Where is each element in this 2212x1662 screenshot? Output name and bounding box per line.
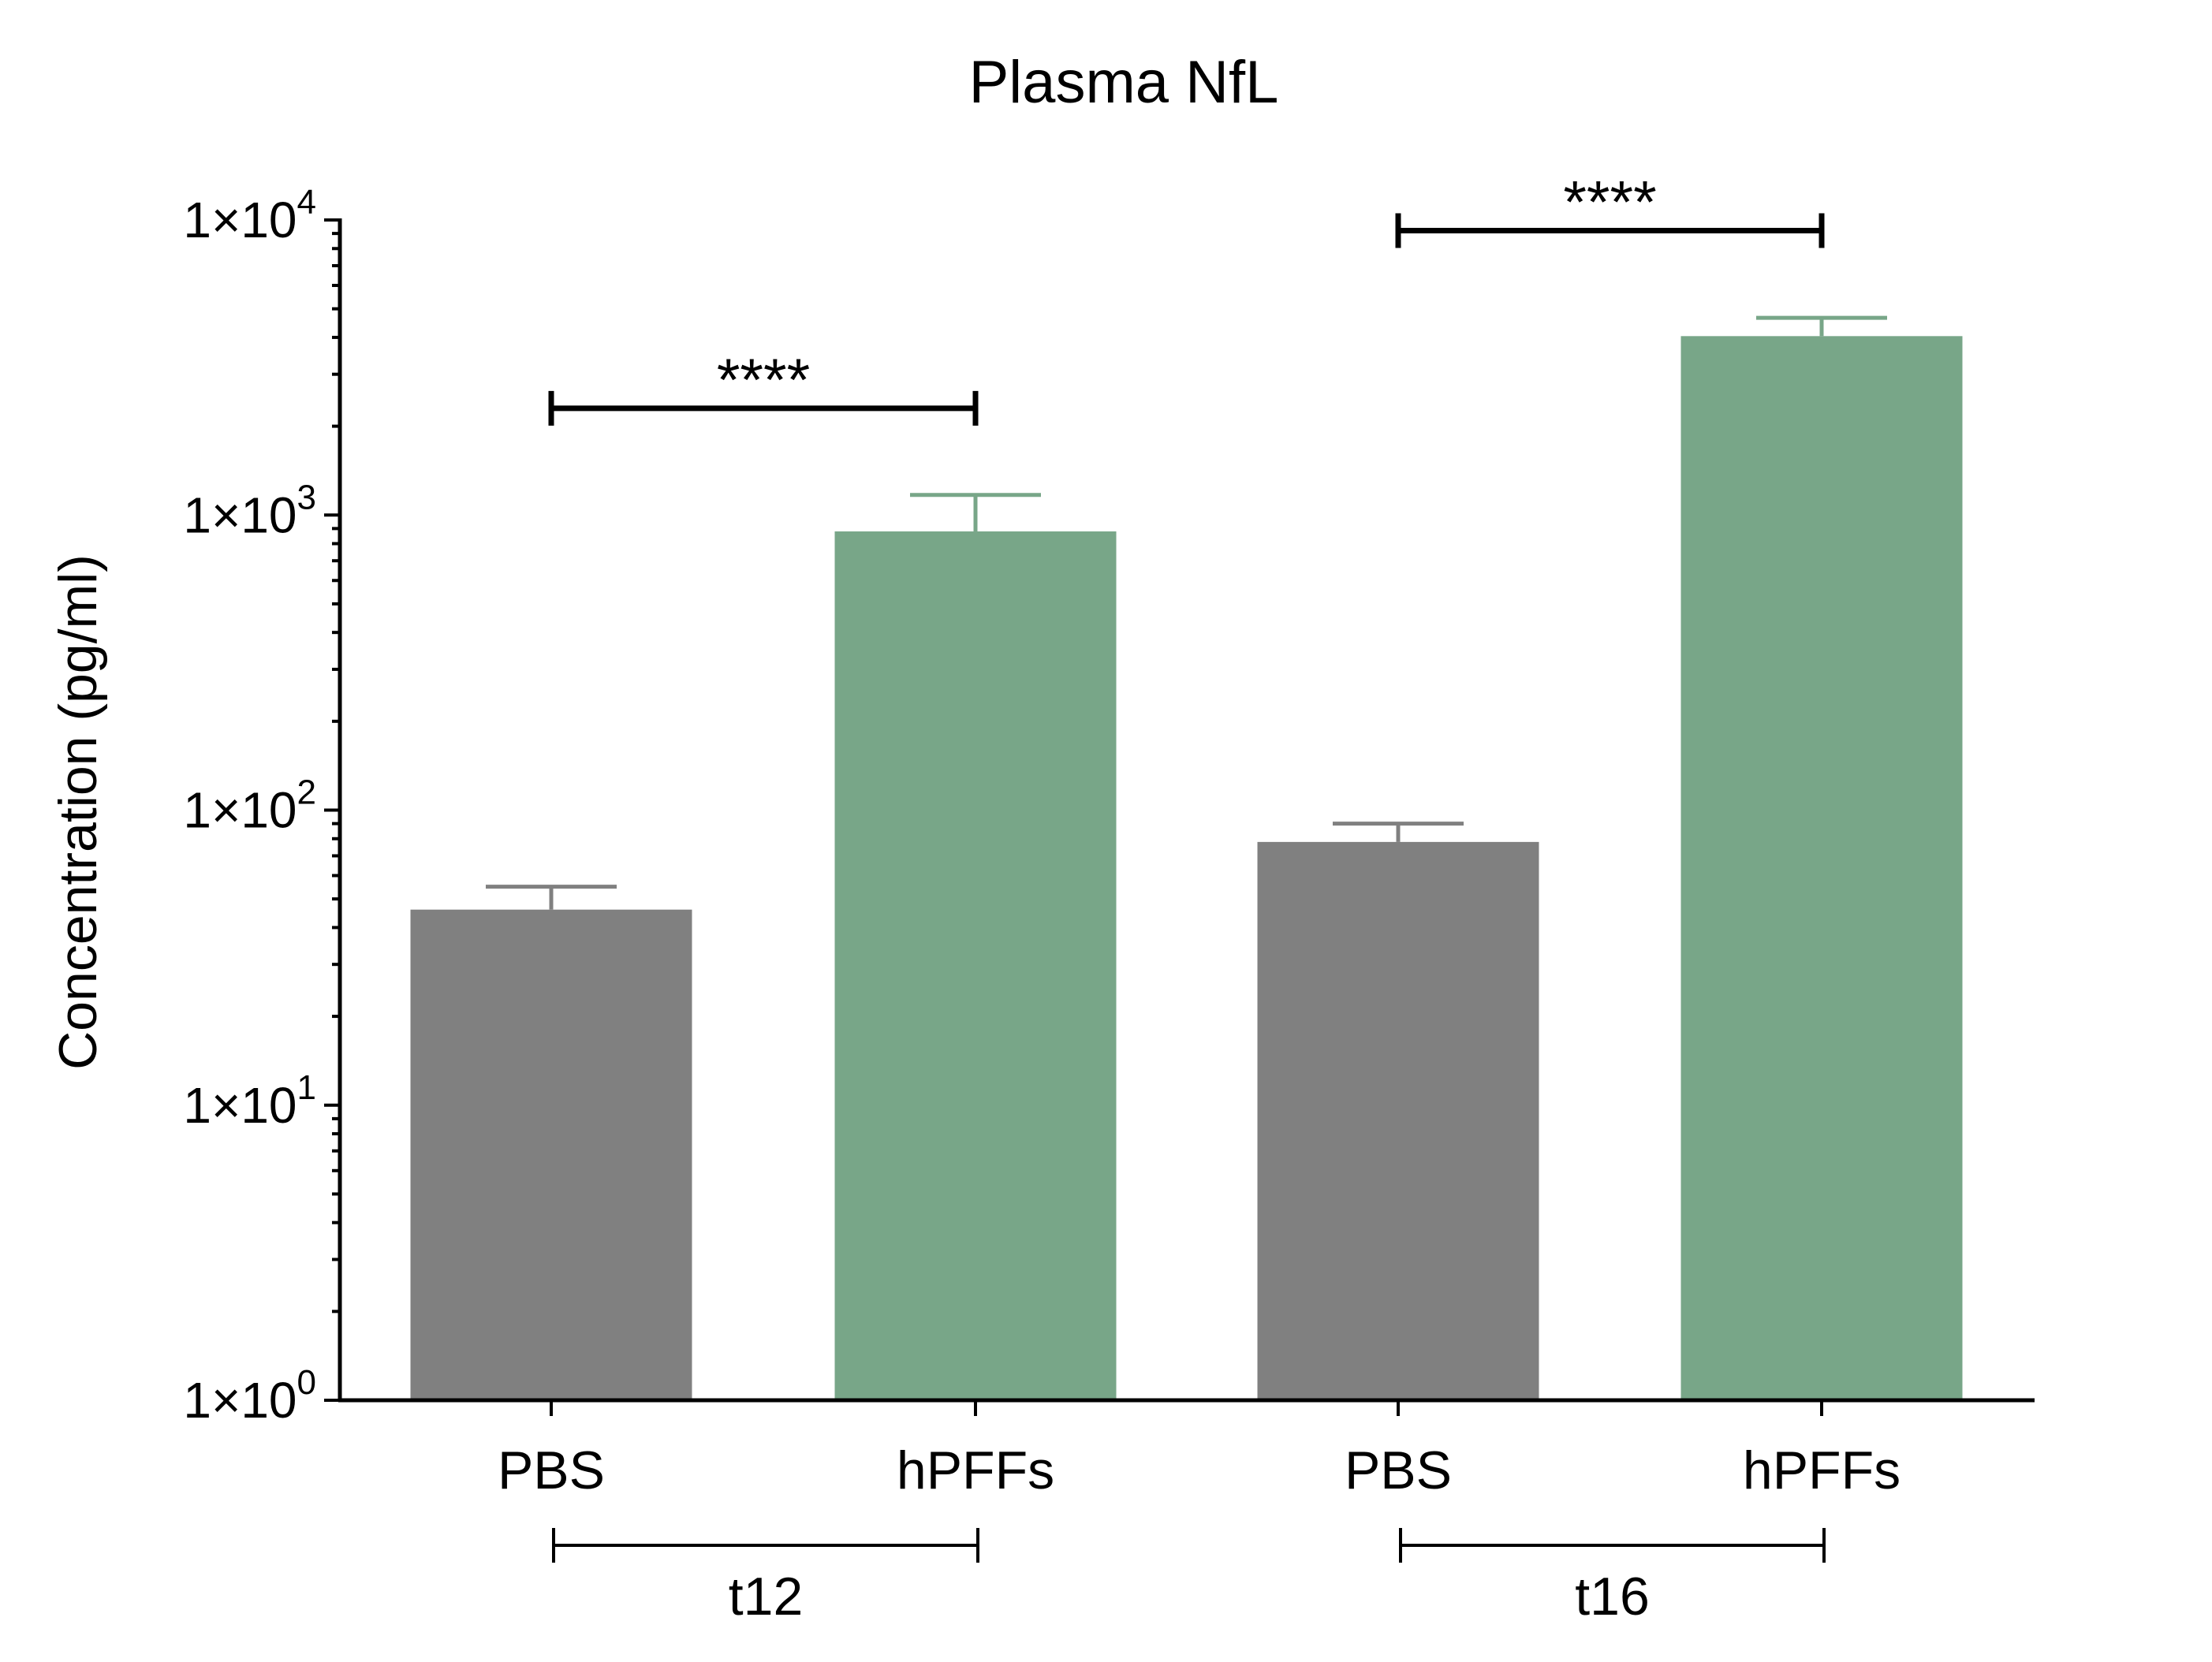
significance-label: **** xyxy=(717,347,810,414)
bar-pbs-2 xyxy=(1257,841,1539,1400)
bar-hpffs-1 xyxy=(834,531,1117,1400)
y-axis-label: Concentration (pg/ml) xyxy=(48,554,108,1070)
group-label: t16 xyxy=(1575,1567,1650,1627)
bar-hpffs-3 xyxy=(1680,336,1963,1400)
group-label: t12 xyxy=(729,1567,804,1627)
x-tick-label: hPFFs xyxy=(1743,1440,1901,1500)
x-tick-label: hPFFs xyxy=(897,1440,1054,1500)
y-tick-label: 1×100 xyxy=(183,1363,316,1429)
x-tick-label: PBS xyxy=(1345,1440,1452,1500)
y-tick-label: 1×103 xyxy=(183,478,316,543)
x-tick-label: PBS xyxy=(498,1440,605,1500)
y-tick-label: 1×102 xyxy=(183,773,316,839)
bar-pbs-0 xyxy=(410,909,692,1400)
chart-title: Plasma NfL xyxy=(969,49,1279,116)
y-tick-label: 1×104 xyxy=(183,183,316,248)
y-tick-label: 1×101 xyxy=(183,1068,316,1134)
plot-area: PBS hPFFs PBS hPFFs 1×100 1×101 1×102 1×103 1×10… xyxy=(183,170,2035,1627)
significance-label: **** xyxy=(1563,170,1656,237)
